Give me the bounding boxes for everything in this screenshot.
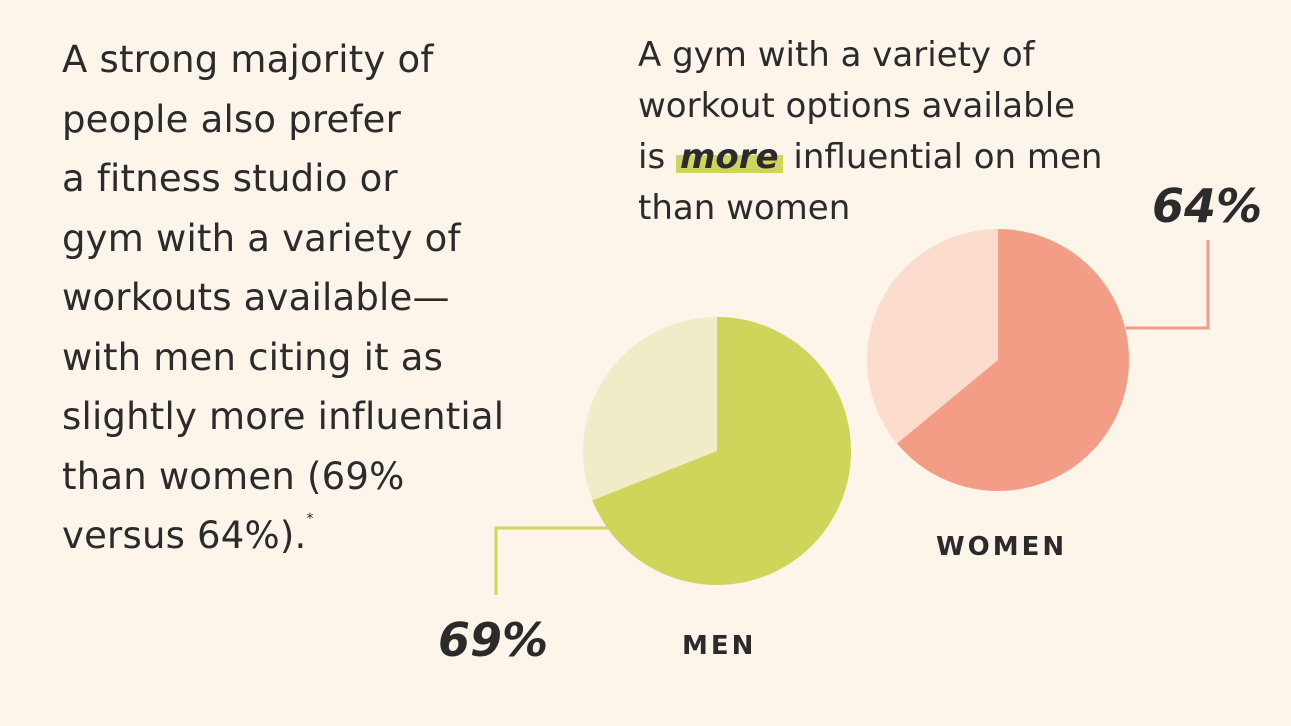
- intro-line: workouts available—: [62, 276, 450, 319]
- highlighted-word: more: [675, 137, 783, 177]
- women-percent-label: 64%: [1152, 179, 1262, 233]
- heading-line: is more influential on men: [638, 132, 1102, 183]
- women-leader-line: [1126, 240, 1210, 330]
- women-pie-value-slice: [897, 229, 1129, 491]
- men-leader-line: [494, 526, 609, 595]
- men-pie-value-slice: [592, 317, 851, 585]
- women-category-label: WOMEN: [936, 532, 1067, 562]
- intro-line-text: versus 64%).: [62, 514, 307, 557]
- intro-line: a fitness studio or: [62, 157, 398, 200]
- chart-heading: A gym with a variety of workout options …: [638, 30, 1102, 234]
- intro-line: gym with a variety of: [62, 216, 461, 260]
- heading-line: workout options available: [638, 86, 1076, 126]
- intro-line: with men citing it as: [62, 335, 444, 379]
- intro-paragraph: A strong majority of people also prefer …: [62, 30, 504, 566]
- men-pie: [583, 317, 851, 585]
- intro-line: than women (69%: [62, 454, 405, 498]
- footnote-mark: *: [306, 511, 314, 527]
- heading-line3-pre: is: [638, 137, 676, 177]
- intro-line: people also prefer: [62, 97, 402, 141]
- heading-line: A gym with a variety of: [638, 35, 1035, 75]
- intro-line: slightly more influential: [62, 395, 505, 438]
- women-pie: [867, 229, 1129, 491]
- intro-line: A strong majority of: [62, 38, 434, 81]
- men-category-label: MEN: [682, 631, 756, 661]
- heading-line3-post: influential on men: [782, 137, 1103, 177]
- heading-line: than women: [638, 188, 851, 228]
- men-percent-label: 69%: [438, 613, 548, 667]
- intro-line-last: versus 64%).*: [62, 506, 504, 566]
